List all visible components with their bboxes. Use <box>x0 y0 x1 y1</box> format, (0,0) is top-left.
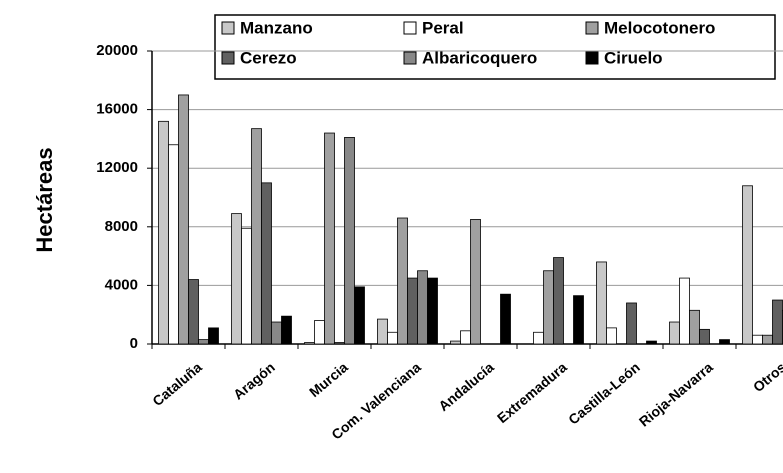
bar <box>606 327 617 345</box>
x-tick-label: Aragón <box>230 359 278 403</box>
bar <box>344 137 355 345</box>
legend-swatch <box>221 51 235 65</box>
y-tick-label: 20000 <box>96 42 138 59</box>
bar <box>460 330 471 345</box>
legend-label: Peral <box>422 18 464 37</box>
x-tick-label: Cataluña <box>149 359 205 409</box>
bar <box>271 321 282 345</box>
legend-label: Albaricoquero <box>422 48 537 67</box>
bar <box>719 339 730 345</box>
bar <box>596 261 607 345</box>
y-tick-label: 4000 <box>105 276 138 293</box>
bar <box>251 128 262 345</box>
legend-swatch <box>403 21 417 35</box>
legend-label: Cerezo <box>240 48 297 67</box>
x-tick-label: Andalucía <box>435 359 497 414</box>
bar <box>377 318 388 345</box>
bar <box>407 277 418 345</box>
x-tick-label: Extremadura <box>494 359 570 426</box>
bar <box>158 120 169 345</box>
bar <box>261 182 272 345</box>
bar <box>417 270 428 345</box>
bar <box>450 340 461 345</box>
bar <box>752 334 763 345</box>
bar <box>669 321 680 345</box>
bar <box>178 94 189 345</box>
legend: Manzano Peral Melocotonero Cerezo Albaricoqu… <box>214 14 776 80</box>
bar <box>646 340 657 345</box>
y-tick-label: 8000 <box>105 218 138 235</box>
bar <box>500 293 511 345</box>
legend-label: Melocotonero <box>604 18 715 37</box>
x-tick-label: Castilla-León <box>565 359 643 428</box>
legend-box <box>214 14 776 80</box>
bar <box>231 213 242 345</box>
bar <box>324 132 335 345</box>
bar <box>208 327 219 345</box>
bar <box>699 328 710 345</box>
legend-swatch <box>585 21 599 35</box>
legend-label: Ciruelo <box>604 48 663 67</box>
bar <box>241 227 252 345</box>
legend-swatch <box>221 21 235 35</box>
bar <box>470 219 481 345</box>
bar <box>314 320 325 345</box>
bar <box>742 185 753 345</box>
legend-swatch <box>403 51 417 65</box>
x-tick-label: Rioja-Navarra <box>636 359 716 430</box>
bar <box>553 257 564 345</box>
bar <box>772 299 783 345</box>
bar <box>354 286 365 345</box>
bar <box>533 331 544 345</box>
bar <box>188 279 199 345</box>
bar <box>679 277 690 345</box>
bar <box>281 315 292 345</box>
x-tick-label: Murcia <box>306 359 351 400</box>
y-tick-label: 12000 <box>96 159 138 176</box>
bar <box>626 302 637 345</box>
bar <box>762 334 773 345</box>
legend-swatch <box>585 51 599 65</box>
bar <box>334 342 345 345</box>
bar <box>387 331 398 345</box>
bar <box>168 144 179 345</box>
y-tick-label: 0 <box>130 335 138 352</box>
x-tick-label: Otros <box>750 359 783 395</box>
bar <box>198 339 209 345</box>
bar <box>689 309 700 345</box>
y-axis-label: Hectáreas <box>32 147 57 252</box>
bar <box>397 217 408 345</box>
y-tick-label: 16000 <box>96 101 138 118</box>
bar <box>427 277 438 345</box>
bar <box>573 295 584 345</box>
bar <box>543 270 554 345</box>
bar <box>304 342 315 345</box>
legend-label: Manzano <box>240 18 313 37</box>
